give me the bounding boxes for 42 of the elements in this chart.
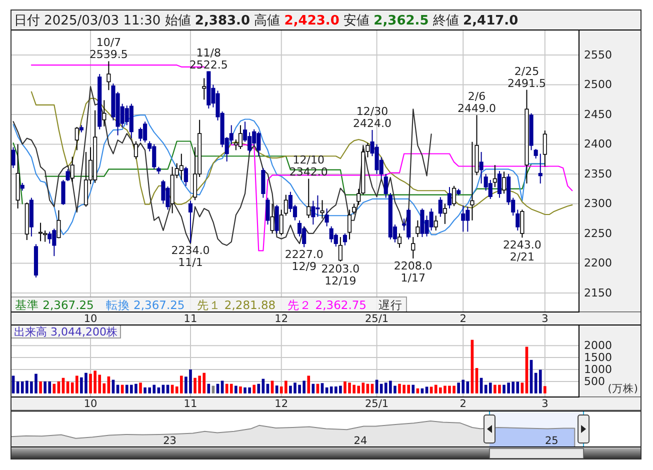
x-tick-label: 3 — [542, 313, 548, 325]
x-tick-label: 25/1 — [364, 313, 389, 325]
annotation: 2203.0 12/19 — [321, 262, 360, 288]
y-tick-label: 2350 — [584, 167, 612, 180]
x-tick-label: 11 — [184, 313, 198, 325]
annotation: 2227.0 12/9 — [284, 248, 324, 274]
annotation: 2243.0 2/21 — [502, 238, 542, 264]
x-tick-label: 10 — [84, 398, 98, 410]
annotation: 2/25 2491.5 — [508, 64, 546, 90]
annotation: 2234.0 11/1 — [171, 244, 210, 269]
annotation: 2208.0 1/17 — [394, 259, 432, 284]
x-tick-label: 3 — [542, 398, 548, 410]
y-tick-label: 2000 — [584, 339, 612, 352]
x-tick-label: 12 — [274, 313, 288, 325]
x-tick-label: 25/1 — [364, 398, 389, 410]
y-tick-label: 2150 — [584, 286, 612, 300]
y-tick-label: 1500 — [584, 351, 612, 364]
y-axis-title: (万株) — [608, 382, 638, 395]
x-tick-label: 2 — [460, 313, 466, 325]
annotation: 11/8 2522.5 — [189, 46, 228, 72]
y-tick-label: 2450 — [584, 108, 612, 121]
x-tick-label: 23 — [163, 435, 176, 447]
y-tick-label: 1000 — [584, 362, 612, 376]
y-tick-label: 2250 — [584, 226, 612, 240]
chart-title: 出来高 3,044,200株 — [14, 326, 118, 338]
x-tick-label: 2 — [460, 398, 466, 410]
annotation: 10/7 2539.5 — [89, 36, 128, 62]
y-tick-label: 500 — [584, 374, 605, 388]
y-tick-label: 2400 — [584, 138, 612, 151]
y-tick-label: 2200 — [584, 256, 612, 270]
x-tick-label: 11 — [184, 398, 198, 410]
annotation: 2/6 2449.0 — [458, 90, 496, 116]
x-tick-label: 24 — [354, 435, 368, 447]
legend: 基準 2,367.25 転換 2,367.25 先１ 2,281.88 先２ 2,362.75 遅行 — [10, 296, 407, 312]
x-tick-label: 12 — [274, 398, 288, 410]
x-tick-label: 10 — [84, 313, 98, 325]
y-tick-label: 2500 — [584, 78, 612, 92]
y-tick-label: 2300 — [584, 197, 612, 210]
x-tick-label: 25 — [544, 435, 558, 447]
annotation: 12/30 2424.0 — [353, 104, 392, 130]
y-tick-label: 2550 — [584, 48, 612, 62]
chart-title: 日付 2025/03/03 11:30 始値 2,383.0 高値 2,423.0 安値 2,362.5 終値 2,417.0 — [14, 12, 518, 28]
